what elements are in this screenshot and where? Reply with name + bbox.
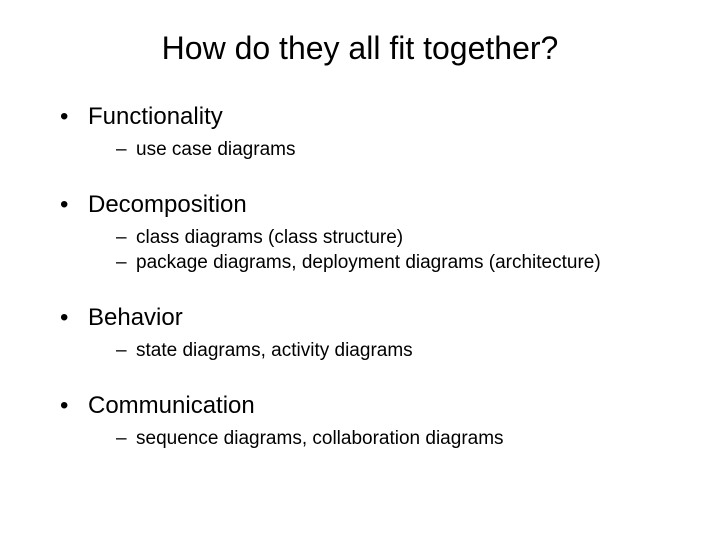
sub-list: – sequence diagrams, collaboration diagr… (116, 426, 660, 452)
bullet-list: • Functionality – use case diagrams • De… (60, 103, 660, 451)
list-item: • Communication – sequence diagrams, col… (60, 392, 660, 452)
sub-list: – class diagrams (class structure) – pac… (116, 225, 660, 276)
level1-label: Communication (88, 392, 255, 420)
bullet-icon: • (60, 392, 88, 420)
level2-label: class diagrams (class structure) (136, 225, 403, 251)
bullet-icon: • (60, 304, 88, 332)
level2-label: state diagrams, activity diagrams (136, 338, 413, 364)
dash-icon: – (116, 426, 136, 452)
level1-label: Behavior (88, 304, 183, 332)
list-item: – sequence diagrams, collaboration diagr… (116, 426, 660, 452)
level1-row: • Communication (60, 392, 660, 420)
dash-icon: – (116, 137, 136, 163)
level2-label: sequence diagrams, collaboration diagram… (136, 426, 504, 452)
level1-row: • Behavior (60, 304, 660, 332)
level1-label: Decomposition (88, 191, 247, 219)
list-item: – package diagrams, deployment diagrams … (116, 250, 660, 276)
level1-row: • Decomposition (60, 191, 660, 219)
list-item: • Functionality – use case diagrams (60, 103, 660, 163)
sub-list: – state diagrams, activity diagrams (116, 338, 660, 364)
level1-label: Functionality (88, 103, 223, 131)
list-item: – use case diagrams (116, 137, 660, 163)
sub-list: – use case diagrams (116, 137, 660, 163)
level2-label: use case diagrams (136, 137, 295, 163)
level1-row: • Functionality (60, 103, 660, 131)
bullet-icon: • (60, 103, 88, 131)
list-item: • Decomposition – class diagrams (class … (60, 191, 660, 276)
slide: How do they all fit together? • Function… (0, 0, 720, 540)
bullet-icon: • (60, 191, 88, 219)
dash-icon: – (116, 338, 136, 364)
dash-icon: – (116, 250, 136, 276)
list-item: – state diagrams, activity diagrams (116, 338, 660, 364)
list-item: • Behavior – state diagrams, activity di… (60, 304, 660, 364)
list-item: – class diagrams (class structure) (116, 225, 660, 251)
slide-title: How do they all fit together? (60, 30, 660, 67)
dash-icon: – (116, 225, 136, 251)
level2-label: package diagrams, deployment diagrams (a… (136, 250, 601, 276)
